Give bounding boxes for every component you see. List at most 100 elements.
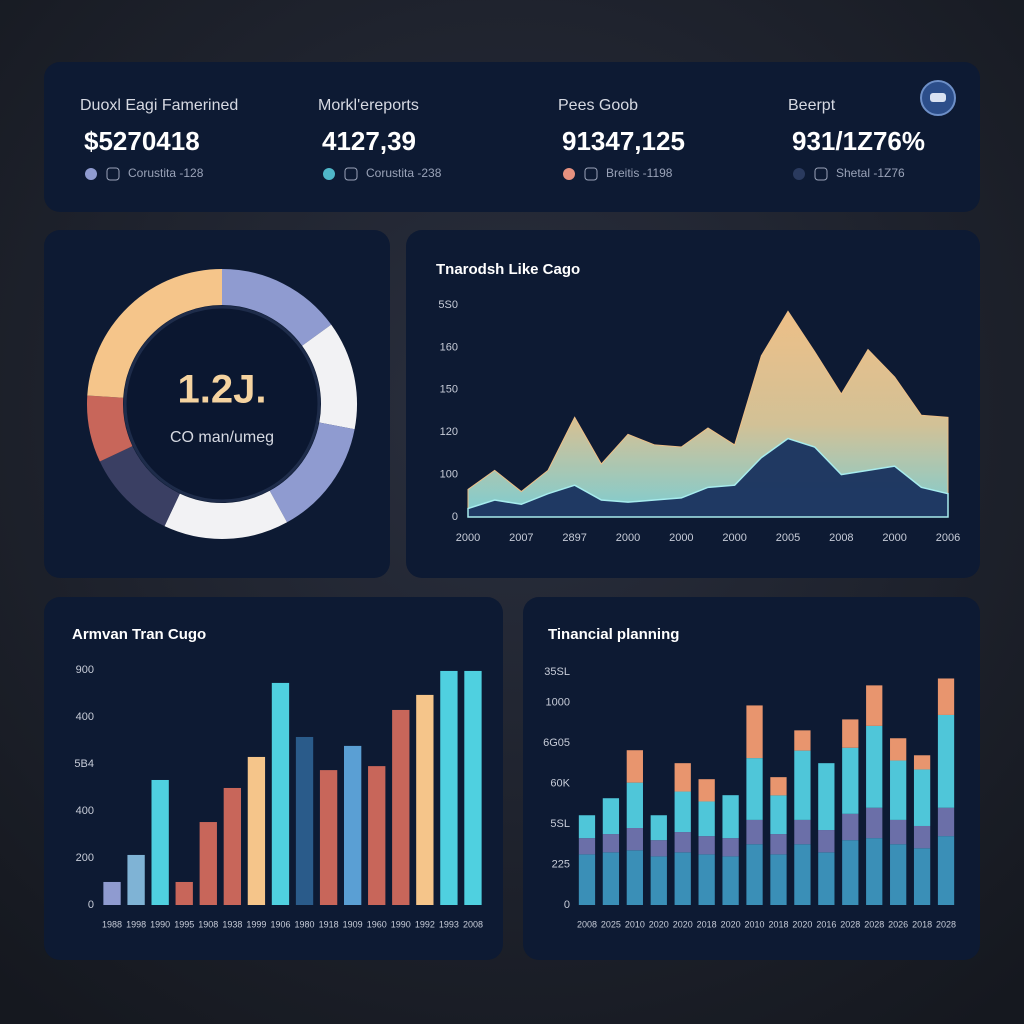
stacked-segment <box>578 854 596 905</box>
y-tick-label: 400 <box>76 711 94 723</box>
stacked-segment <box>626 850 643 905</box>
stacked-segment <box>626 828 643 851</box>
chart-title: Armvan Tran Cugo <box>72 626 206 643</box>
x-tick-label: 2008 <box>577 919 597 929</box>
x-tick-label: 2000 <box>722 532 746 544</box>
stacked-segment <box>794 819 811 845</box>
stacked-segment <box>698 836 715 855</box>
x-tick-label: 2026 <box>888 919 908 929</box>
stacked-segment <box>722 795 739 839</box>
stacked-segment <box>770 834 787 855</box>
y-tick-label: 0 <box>564 899 570 911</box>
y-tick-label: 0 <box>88 899 94 911</box>
stacked-segment <box>818 852 835 905</box>
kpi-label: Pees Goob <box>558 97 638 114</box>
bar <box>343 745 362 905</box>
x-tick-label: 1909 <box>343 919 363 929</box>
x-tick-label: 1918 <box>319 919 339 929</box>
bar <box>319 770 338 905</box>
bar <box>295 736 314 905</box>
stacked-segment <box>866 838 883 905</box>
stacked-segment <box>890 738 907 761</box>
kpi-dot <box>793 168 805 180</box>
y-tick-label: 120 <box>440 426 458 438</box>
y-tick-label: 100 <box>440 469 458 481</box>
y-tick-label: 6G05 <box>543 737 570 749</box>
donut-segment <box>87 395 133 462</box>
stacked-segment <box>674 791 691 833</box>
stacked-segment <box>602 834 620 853</box>
stacked-segment <box>913 755 931 770</box>
kpi-note: Corustita -128 <box>128 166 204 180</box>
kpi-dot <box>563 168 575 180</box>
stacked-segment <box>722 838 739 857</box>
stacked-segment <box>578 815 596 839</box>
stacked-segment <box>937 678 955 715</box>
x-tick-label: 1990 <box>391 919 411 929</box>
chart-title: Tnarodsh Like Cago <box>436 261 580 278</box>
stacked-segment <box>698 801 715 837</box>
stacked-segment <box>818 830 835 853</box>
stacked-segment <box>937 836 955 905</box>
donut-inner-ring <box>123 305 321 503</box>
x-tick-label: 2008 <box>829 532 853 544</box>
bar <box>271 682 290 905</box>
stacked-segment <box>674 832 691 853</box>
stacked-segment <box>626 750 643 783</box>
stacked-segment <box>890 819 907 845</box>
donut-segment <box>164 490 288 539</box>
x-tick-label: 2016 <box>816 919 836 929</box>
x-tick-label: 1993 <box>439 919 459 929</box>
kpi-card <box>44 62 980 212</box>
x-tick-label: 2025 <box>601 919 621 929</box>
stacked-segment <box>674 852 691 905</box>
stacked-segment <box>626 782 643 829</box>
donut-segment <box>221 269 332 347</box>
stacked-segment <box>842 719 859 748</box>
stacked-segment <box>602 852 620 905</box>
bar <box>464 670 482 905</box>
stacked-segment <box>866 725 883 808</box>
kpi-value: $5270418 <box>84 126 200 156</box>
stacked-segment <box>770 795 787 835</box>
kpi-note: Corustita -238 <box>366 166 442 180</box>
y-tick-label: 5S0 <box>438 299 458 311</box>
bar <box>440 670 458 905</box>
x-tick-label: 2006 <box>936 532 960 544</box>
y-tick-label: 1000 <box>546 696 570 708</box>
stacked-segment <box>937 807 955 837</box>
kpi-icon <box>814 167 828 181</box>
stacked-segment <box>890 844 907 905</box>
stacked-segment <box>746 819 763 845</box>
y-tick-label: 5SL <box>550 818 570 830</box>
y-tick-label: 400 <box>76 805 94 817</box>
bar <box>368 766 386 905</box>
x-tick-label: 1980 <box>295 919 315 929</box>
kpi-note: Shetal -1Z76 <box>836 166 905 180</box>
x-tick-label: 2005 <box>776 532 800 544</box>
stacked-segment <box>866 807 883 839</box>
kpi-dot <box>323 168 335 180</box>
kpi-value: 931/1Z76% <box>792 126 925 156</box>
stacked-segment <box>650 856 667 905</box>
stacked-segment <box>722 856 739 905</box>
stacked-segment <box>794 750 811 820</box>
stacked-segment <box>866 685 883 726</box>
profile-icon-glyph <box>930 93 946 102</box>
bar <box>127 854 145 905</box>
x-tick-label: 2000 <box>669 532 693 544</box>
x-tick-label: 1998 <box>126 919 146 929</box>
stacked-segment <box>746 758 763 820</box>
x-tick-label: 2020 <box>649 919 669 929</box>
kpi-dot <box>85 168 97 180</box>
x-tick-label: 2028 <box>864 919 884 929</box>
y-tick-label: 60K <box>550 777 570 789</box>
stacked-segment <box>818 763 835 831</box>
donut-center-value: 1.2J. <box>178 368 267 412</box>
stacked-segment <box>890 760 907 820</box>
area-series <box>467 437 949 518</box>
bar <box>151 779 169 905</box>
stacked-segment <box>650 815 667 841</box>
stacked-segment <box>842 747 859 814</box>
